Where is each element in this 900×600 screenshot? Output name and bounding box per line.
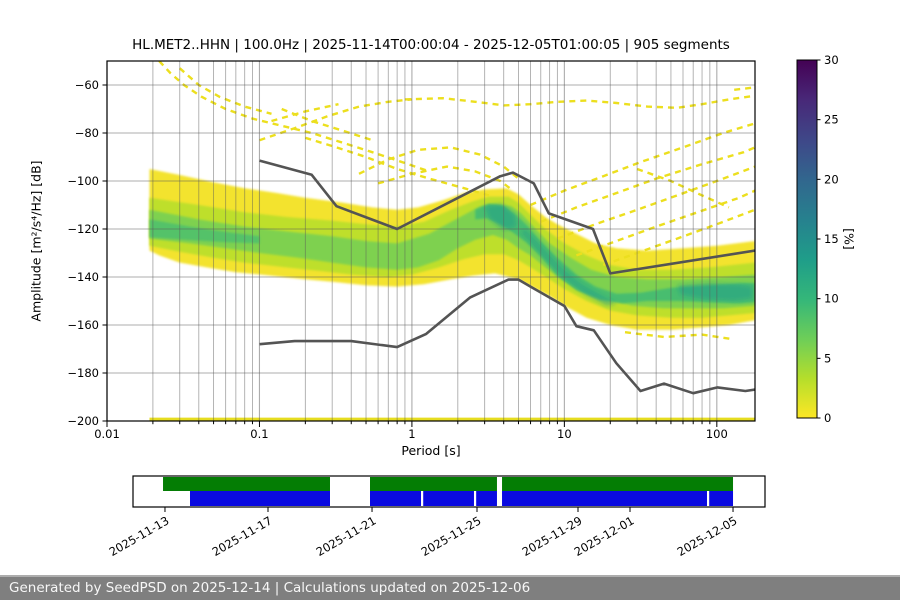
coverage-green bbox=[502, 477, 734, 491]
nlnm-line bbox=[259, 278, 755, 395]
y-tick-label: −180 bbox=[67, 366, 99, 380]
coverage-green bbox=[370, 477, 497, 491]
y-tick-label: −160 bbox=[67, 318, 99, 332]
y-tick-label: −200 bbox=[67, 414, 99, 428]
x-tick-label: 10 bbox=[557, 427, 572, 441]
colorbar-tick-label: 10 bbox=[824, 292, 839, 306]
ppsd-plot-canvas: 0.01 0.1 1 10 100−60−80−100−120−140−160−180−… bbox=[67, 53, 839, 559]
x-axis-label: Period [s] bbox=[401, 443, 461, 458]
x-tick-label: 1 bbox=[408, 427, 415, 441]
availability-date-label: 2025-11-17 bbox=[210, 513, 275, 559]
y-tick-label: −100 bbox=[67, 174, 99, 188]
x-tick-label: 100 bbox=[706, 427, 728, 441]
availability-date-label: 2025-11-21 bbox=[314, 513, 379, 559]
y-tick-label: −60 bbox=[75, 78, 99, 92]
colorbar-tick-label: 20 bbox=[824, 172, 839, 186]
colorbar bbox=[797, 60, 817, 418]
axis-ticks bbox=[102, 84, 718, 427]
x-tick-label: 0.1 bbox=[250, 427, 268, 441]
availability-bar bbox=[132, 475, 766, 512]
colorbar-label: [%] bbox=[841, 228, 857, 250]
availability-date-label: 2025-11-25 bbox=[419, 513, 484, 559]
y-tick-label: −80 bbox=[75, 126, 99, 140]
y-tick-label: −140 bbox=[67, 270, 99, 284]
colorbar-tick-label: 30 bbox=[824, 53, 839, 67]
y-tick-label: −120 bbox=[67, 222, 99, 236]
coverage-blue bbox=[502, 491, 734, 506]
colorbar-tick-label: 15 bbox=[824, 232, 839, 246]
grid bbox=[106, 61, 755, 421]
coverage-blue bbox=[370, 491, 497, 506]
availability-date-label: 2025-12-05 bbox=[675, 513, 740, 559]
colorbar-tick-label: 0 bbox=[824, 411, 831, 425]
plot-title: HL.MET2..HHN | 100.0Hz | 2025-11-14T00:0… bbox=[132, 37, 730, 53]
axes-frame bbox=[106, 60, 756, 422]
colorbar-tick-label: 5 bbox=[824, 351, 831, 365]
nhnm-line bbox=[259, 159, 755, 275]
noise-models bbox=[259, 159, 755, 395]
coverage-green bbox=[163, 477, 330, 491]
coverage-blue bbox=[190, 491, 330, 506]
colorbar-tick-label: 25 bbox=[824, 113, 839, 127]
y-axis-label: Amplitude [m²/s⁴/Hz] [dB] bbox=[28, 160, 44, 322]
availability-date-label: 2025-11-13 bbox=[107, 513, 172, 559]
footer-statusbar: Generated by SeedPSD on 2025-12-14 | Cal… bbox=[0, 575, 900, 600]
x-tick-label: 0.01 bbox=[94, 427, 120, 441]
psd-density bbox=[149, 169, 755, 421]
